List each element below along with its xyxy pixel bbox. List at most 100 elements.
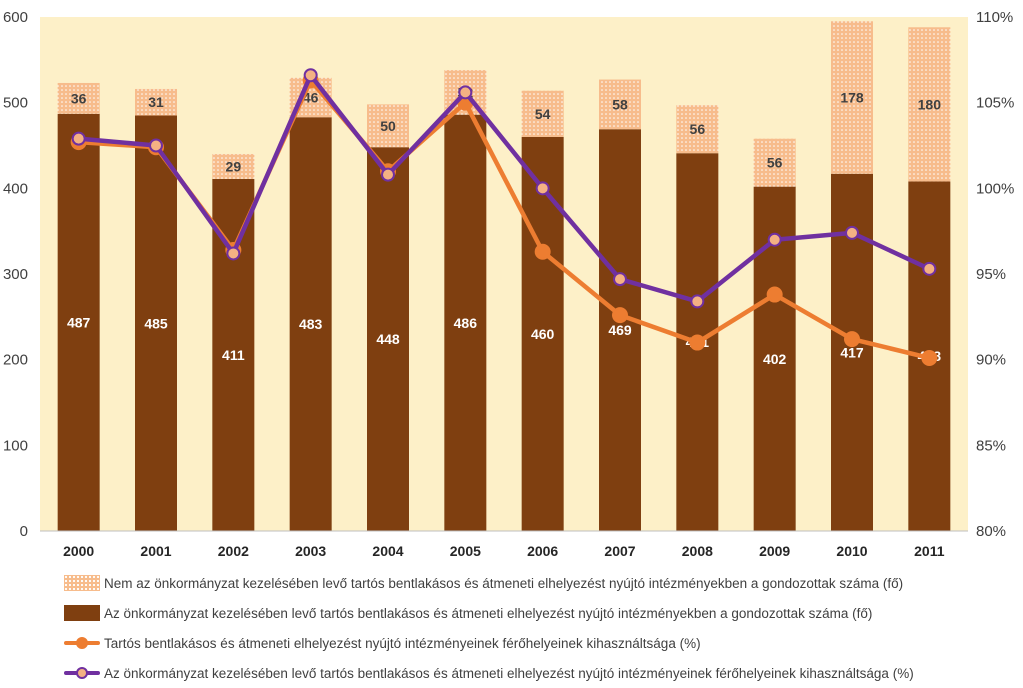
series-point [612,307,628,324]
series-point [766,286,783,303]
legend-item-municipal-utilization: Az önkormányzat kezelésében levő tartós … [64,658,1014,688]
y-axis-left: 0 100 200 300 400 500 600 [3,9,28,540]
legend-swatch-dotted [64,575,100,591]
series-point [149,138,163,153]
x-tick-label: 2002 [218,543,249,559]
legend-label: Tartós bentlakásos és átmeneti elhelyezé… [104,635,701,651]
bar-municipal [57,113,100,531]
data-label-other: 50 [380,118,396,134]
data-label-municipal: 487 [67,314,91,330]
data-label-municipal: 417 [840,344,864,360]
series-point [71,131,86,146]
x-tick-label: 2010 [836,543,867,559]
legend-line-purple [64,665,100,681]
bar-municipal [599,129,641,531]
bar-other [212,154,255,179]
bar-municipal [135,115,177,532]
data-label-municipal: 402 [763,351,787,367]
y-left-tick-label: 200 [3,352,28,369]
bar-other [599,79,641,130]
series-point [303,68,318,83]
bar-other [367,104,409,148]
y-right-tick-label: 100% [976,180,1014,197]
bar-municipal [367,147,409,532]
x-tick-label: 2007 [604,543,635,559]
x-tick-label: 2001 [140,543,171,559]
data-label-other: 54 [535,106,551,122]
x-tick-label: 2006 [527,543,558,559]
bar-municipal [289,117,332,531]
y-right-tick-label: 95% [976,266,1006,283]
legend-swatch-solid [64,605,100,621]
data-label-municipal: 485 [144,315,168,331]
legend: Nem az önkormányzat kezelésében levő tar… [64,568,1014,688]
data-label-other: 36 [71,90,87,106]
data-label-municipal: 469 [608,322,632,338]
bar-other [521,90,564,137]
bar-other [831,21,873,174]
series-point [613,272,627,287]
x-tick-label: 2004 [372,543,403,559]
bar-municipal [444,114,487,531]
legend-line-orange [64,635,100,651]
x-tick-label: 2009 [759,543,790,559]
series-point [844,331,860,348]
data-label-municipal: 448 [376,331,400,347]
x-tick-label: 2008 [682,543,713,559]
data-label-other: 180 [918,96,942,112]
data-label-other: 29 [226,158,242,174]
legend-item-other-residents: Nem az önkormányzat kezelésében levő tar… [64,568,1014,598]
data-label-municipal: 486 [454,315,478,331]
legend-item-total-utilization: Tartós bentlakásos és átmeneti elhelyezé… [64,628,1014,658]
x-tick-label: 2000 [63,543,94,559]
x-tick-label: 2011 [914,543,945,559]
y-left-tick-label: 400 [3,180,28,197]
series-line-municipal-utilization [76,73,932,304]
bar-other [57,82,100,114]
legend-label: Az önkormányzat kezelésében levő tartós … [104,665,914,681]
y-left-tick-label: 300 [3,266,28,283]
data-label-other: 31 [148,94,164,110]
y-left-tick-label: 500 [3,95,28,112]
series-point [690,294,705,309]
series-point [535,181,550,196]
bar-other [753,138,796,187]
x-tick-label: 2005 [450,543,481,559]
y-right-tick-label: 110% [976,9,1013,26]
bar-other [908,27,951,182]
series-point [226,246,241,261]
data-label-municipal: 483 [299,316,323,332]
legend-label: Az önkormányzat kezelésében levő tartós … [104,605,873,621]
y-axis-right: 80% 85% 90% 95% 100% 105% 110% [976,9,1014,540]
y-left-tick-label: 100 [3,437,28,454]
legend-item-municipal-residents: Az önkormányzat kezelésében levő tartós … [64,598,1014,628]
series-point [381,167,395,182]
y-left-tick-label: 0 [20,523,28,540]
data-label-other: 58 [612,96,628,112]
y-right-tick-label: 105% [976,95,1014,112]
y-right-tick-label: 85% [976,437,1006,454]
series-point [767,232,782,247]
data-label-other: 56 [767,155,783,171]
plot-area [40,17,968,531]
line-series [70,68,938,366]
series-point [845,225,859,240]
y-left-tick-label: 600 [3,9,28,26]
y-right-tick-label: 80% [976,523,1006,540]
bar-other [135,88,177,116]
series-point [689,334,706,351]
data-label-other: 56 [690,121,706,137]
series-point [922,261,937,276]
bar-other [676,105,719,154]
data-label-other: 178 [840,90,864,106]
legend-label: Nem az önkormányzat kezelésében levő tar… [104,575,904,591]
data-label-municipal: 411 [222,347,245,363]
x-axis: 2000 2001 2002 2003 2004 2005 2006 2007 2008 2009… [63,543,945,559]
data-label-municipal: 460 [531,326,555,342]
x-tick-label: 2003 [295,543,326,559]
series-point [921,349,938,366]
y-right-tick-label: 90% [976,352,1006,369]
series-point [458,85,473,100]
series-point [534,243,551,260]
